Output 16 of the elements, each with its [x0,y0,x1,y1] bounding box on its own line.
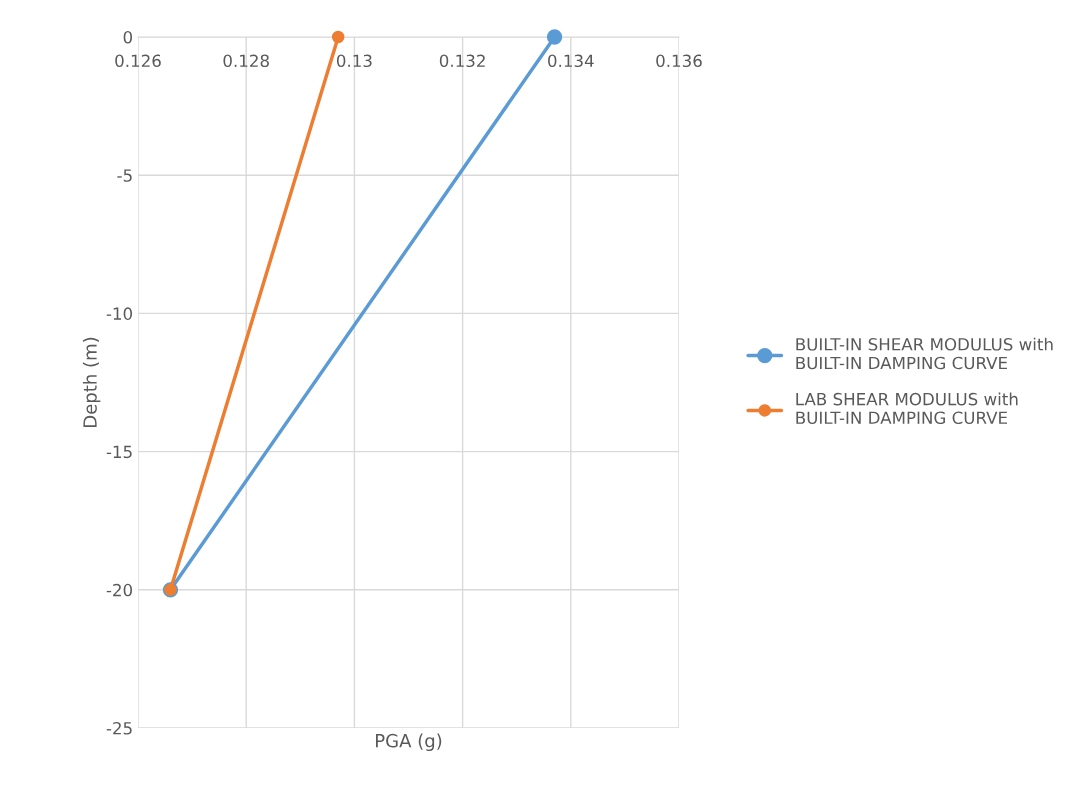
x-tick-label: 0.132 [439,54,485,68]
x-tick-label: 0.134 [548,54,594,68]
y-tick-label: -25 [106,721,132,735]
x-tick-label: 0.126 [115,54,161,68]
y-axis-title: Depth (m) [82,337,101,427]
y-tick-label: -20 [106,583,133,597]
y-tick-label: -15 [106,445,132,459]
x-axis-title: PGA (g) [376,733,442,752]
y-tick-label: -10 [106,307,133,320]
x-tick-label: 0.136 [656,54,702,68]
x-tick-label: 0.13 [336,54,372,68]
y-tick-label: 0 [123,30,133,44]
legend-label: BUILT-IN SHEAR MODULUS with BUILT-IN DAMPING CURVE [796,337,1053,370]
y-tick-label: -5 [117,169,132,182]
legend-label: LAB SHEAR MODULUS with BUILT-IN DAMPING CURVE [796,392,1018,425]
x-tick-label: 0.128 [223,54,269,68]
